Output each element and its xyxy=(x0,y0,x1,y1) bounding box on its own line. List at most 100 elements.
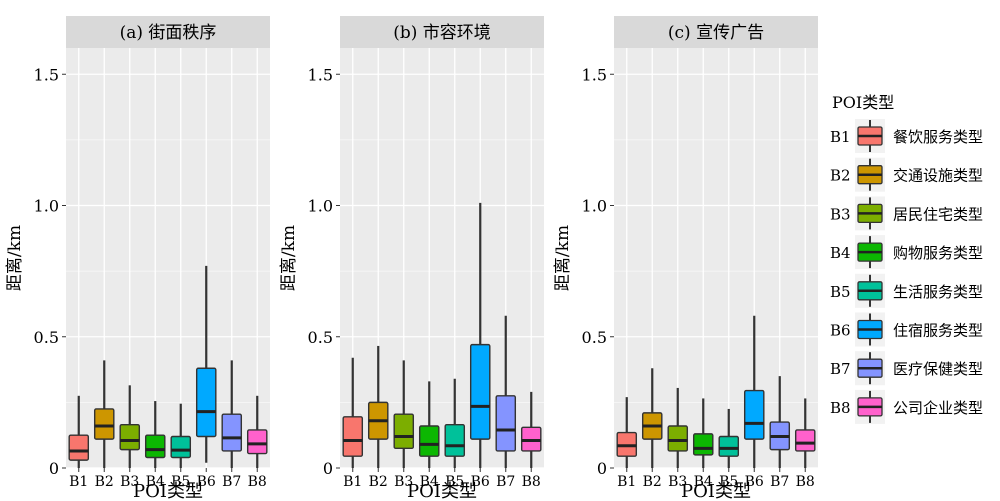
box-body xyxy=(743,389,765,440)
box-body xyxy=(692,433,714,456)
box-body xyxy=(667,425,689,452)
box-B6 xyxy=(743,315,765,468)
box-B2 xyxy=(641,368,663,468)
y-axis-label: 距离/km xyxy=(553,225,573,291)
box-B4 xyxy=(144,401,166,468)
box-B8 xyxy=(794,398,816,468)
box-B1 xyxy=(342,357,364,468)
legend-label: 交通设施类型 xyxy=(893,167,983,185)
box-B8 xyxy=(246,395,268,468)
x-tick-label: B8 xyxy=(522,474,541,490)
legend-item-B1: B1 餐饮服务类型 xyxy=(830,119,983,153)
legend-item-B3: B3 居民住宅类型 xyxy=(830,196,983,231)
legend: POI类型 B1 餐饮服务类型 B2 交通设施类型 B3 居民住宅类型 B4 购物服务类型 B5 生… xyxy=(830,93,983,424)
x-tick-label: B2 xyxy=(369,474,388,490)
legend-item-B4: B4 购物服务类型 xyxy=(830,235,983,270)
y-tick-label: 0.5 xyxy=(582,328,607,347)
x-tick-label: B3 xyxy=(120,474,139,490)
box-B5 xyxy=(170,403,192,468)
y-tick-label: 0 xyxy=(597,459,607,478)
y-axis-label: 距离/km xyxy=(5,225,25,291)
x-tick-label: B2 xyxy=(95,474,114,490)
x-tick-label: B7 xyxy=(222,474,241,490)
panel-title: (b) 市容环境 xyxy=(393,23,491,43)
x-tick-label: B4 xyxy=(694,474,713,490)
box-body xyxy=(246,429,268,455)
y-tick-label: 1.0 xyxy=(34,197,59,216)
legend-label: 餐饮服务类型 xyxy=(893,128,983,146)
x-tick-label: B8 xyxy=(248,474,267,490)
x-tick-label: B8 xyxy=(796,474,815,490)
legend-label: 居民住宅类型 xyxy=(893,205,983,223)
x-tick-label: B5 xyxy=(719,474,738,490)
legend-title: POI类型 xyxy=(832,93,894,112)
box-B7 xyxy=(221,360,243,468)
legend-label: 住宿服务类型 xyxy=(893,322,983,340)
panel-title: (a) 街面秩序 xyxy=(120,23,217,43)
box-body xyxy=(418,425,440,457)
panel-0: (a) 街面秩序 0 0.5 1.0 1.5 距离/km B1 B2 B3 B4 B5 B6 B7 B8 P… xyxy=(5,16,270,501)
box-body xyxy=(93,408,115,440)
legend-label: 公司企业类型 xyxy=(893,399,983,417)
legend-code: B6 xyxy=(830,322,851,340)
x-tick-label: B6 xyxy=(745,474,764,490)
x-tick-label: B2 xyxy=(643,474,662,490)
x-tick-label: B6 xyxy=(197,474,216,490)
box-B2 xyxy=(93,360,115,468)
x-tick-label: B1 xyxy=(69,474,88,490)
legend-code: B2 xyxy=(830,167,851,185)
box-body xyxy=(794,429,816,452)
legend-item-B6: B6 住宿服务类型 xyxy=(830,312,983,347)
y-tick-label: 1.5 xyxy=(308,65,333,84)
x-tick-label: B3 xyxy=(394,474,413,490)
box-B8 xyxy=(520,391,542,468)
box-body xyxy=(444,423,466,457)
plot-background xyxy=(614,48,818,468)
box-B7 xyxy=(769,376,791,468)
x-tick-label: B5 xyxy=(171,474,190,490)
panel-2: (c) 宣传广告 0 0.5 1.0 1.5 距离/km B1 B2 B3 B4 B5 B6 B7 B8 P… xyxy=(553,16,818,501)
box-body xyxy=(718,435,740,457)
box-body xyxy=(393,413,415,450)
box-B1 xyxy=(616,397,638,468)
x-tick-label: B7 xyxy=(770,474,789,490)
y-tick-label: 1.0 xyxy=(582,197,607,216)
box-B3 xyxy=(667,387,689,468)
box-body xyxy=(221,413,243,452)
y-tick-label: 1.5 xyxy=(582,65,607,84)
box-B2 xyxy=(367,345,389,468)
y-tick-label: 1.0 xyxy=(308,197,333,216)
panel-1: (b) 市容环境 0 0.5 1.0 1.5 距离/km B1 B2 B3 B4 B5 B6 B7 B8 P… xyxy=(279,16,544,501)
x-axis-label: POI类型 xyxy=(407,481,477,501)
x-tick-label: B1 xyxy=(617,474,636,490)
y-tick-label: 0.5 xyxy=(308,328,333,347)
box-body xyxy=(119,423,141,451)
x-tick-label: B3 xyxy=(668,474,687,490)
legend-code: B5 xyxy=(830,283,851,301)
box-body xyxy=(68,434,90,461)
y-tick-label: 1.5 xyxy=(34,65,59,84)
x-tick-label: B1 xyxy=(343,474,362,490)
x-tick-label: B6 xyxy=(471,474,490,490)
legend-code: B3 xyxy=(830,205,851,223)
box-body xyxy=(495,395,517,452)
y-axis-label: 距离/km xyxy=(279,225,299,291)
box-B3 xyxy=(119,385,141,468)
panel-strip xyxy=(340,16,544,48)
x-tick-label: B5 xyxy=(445,474,464,490)
box-B6 xyxy=(195,265,217,463)
box-B7 xyxy=(495,315,517,468)
box-body xyxy=(195,367,217,438)
panel-title: (c) 宣传广告 xyxy=(668,23,764,43)
legend-label: 购物服务类型 xyxy=(893,244,983,262)
legend-label: 生活服务类型 xyxy=(893,283,983,301)
legend-code: B4 xyxy=(830,244,851,262)
legend-code: B7 xyxy=(830,360,851,378)
x-tick-label: B7 xyxy=(496,474,515,490)
x-tick-label: B4 xyxy=(420,474,439,490)
box-body xyxy=(170,435,192,459)
legend-item-B2: B2 交通设施类型 xyxy=(830,157,983,192)
x-axis-label: POI类型 xyxy=(133,481,203,501)
box-B5 xyxy=(718,408,740,468)
